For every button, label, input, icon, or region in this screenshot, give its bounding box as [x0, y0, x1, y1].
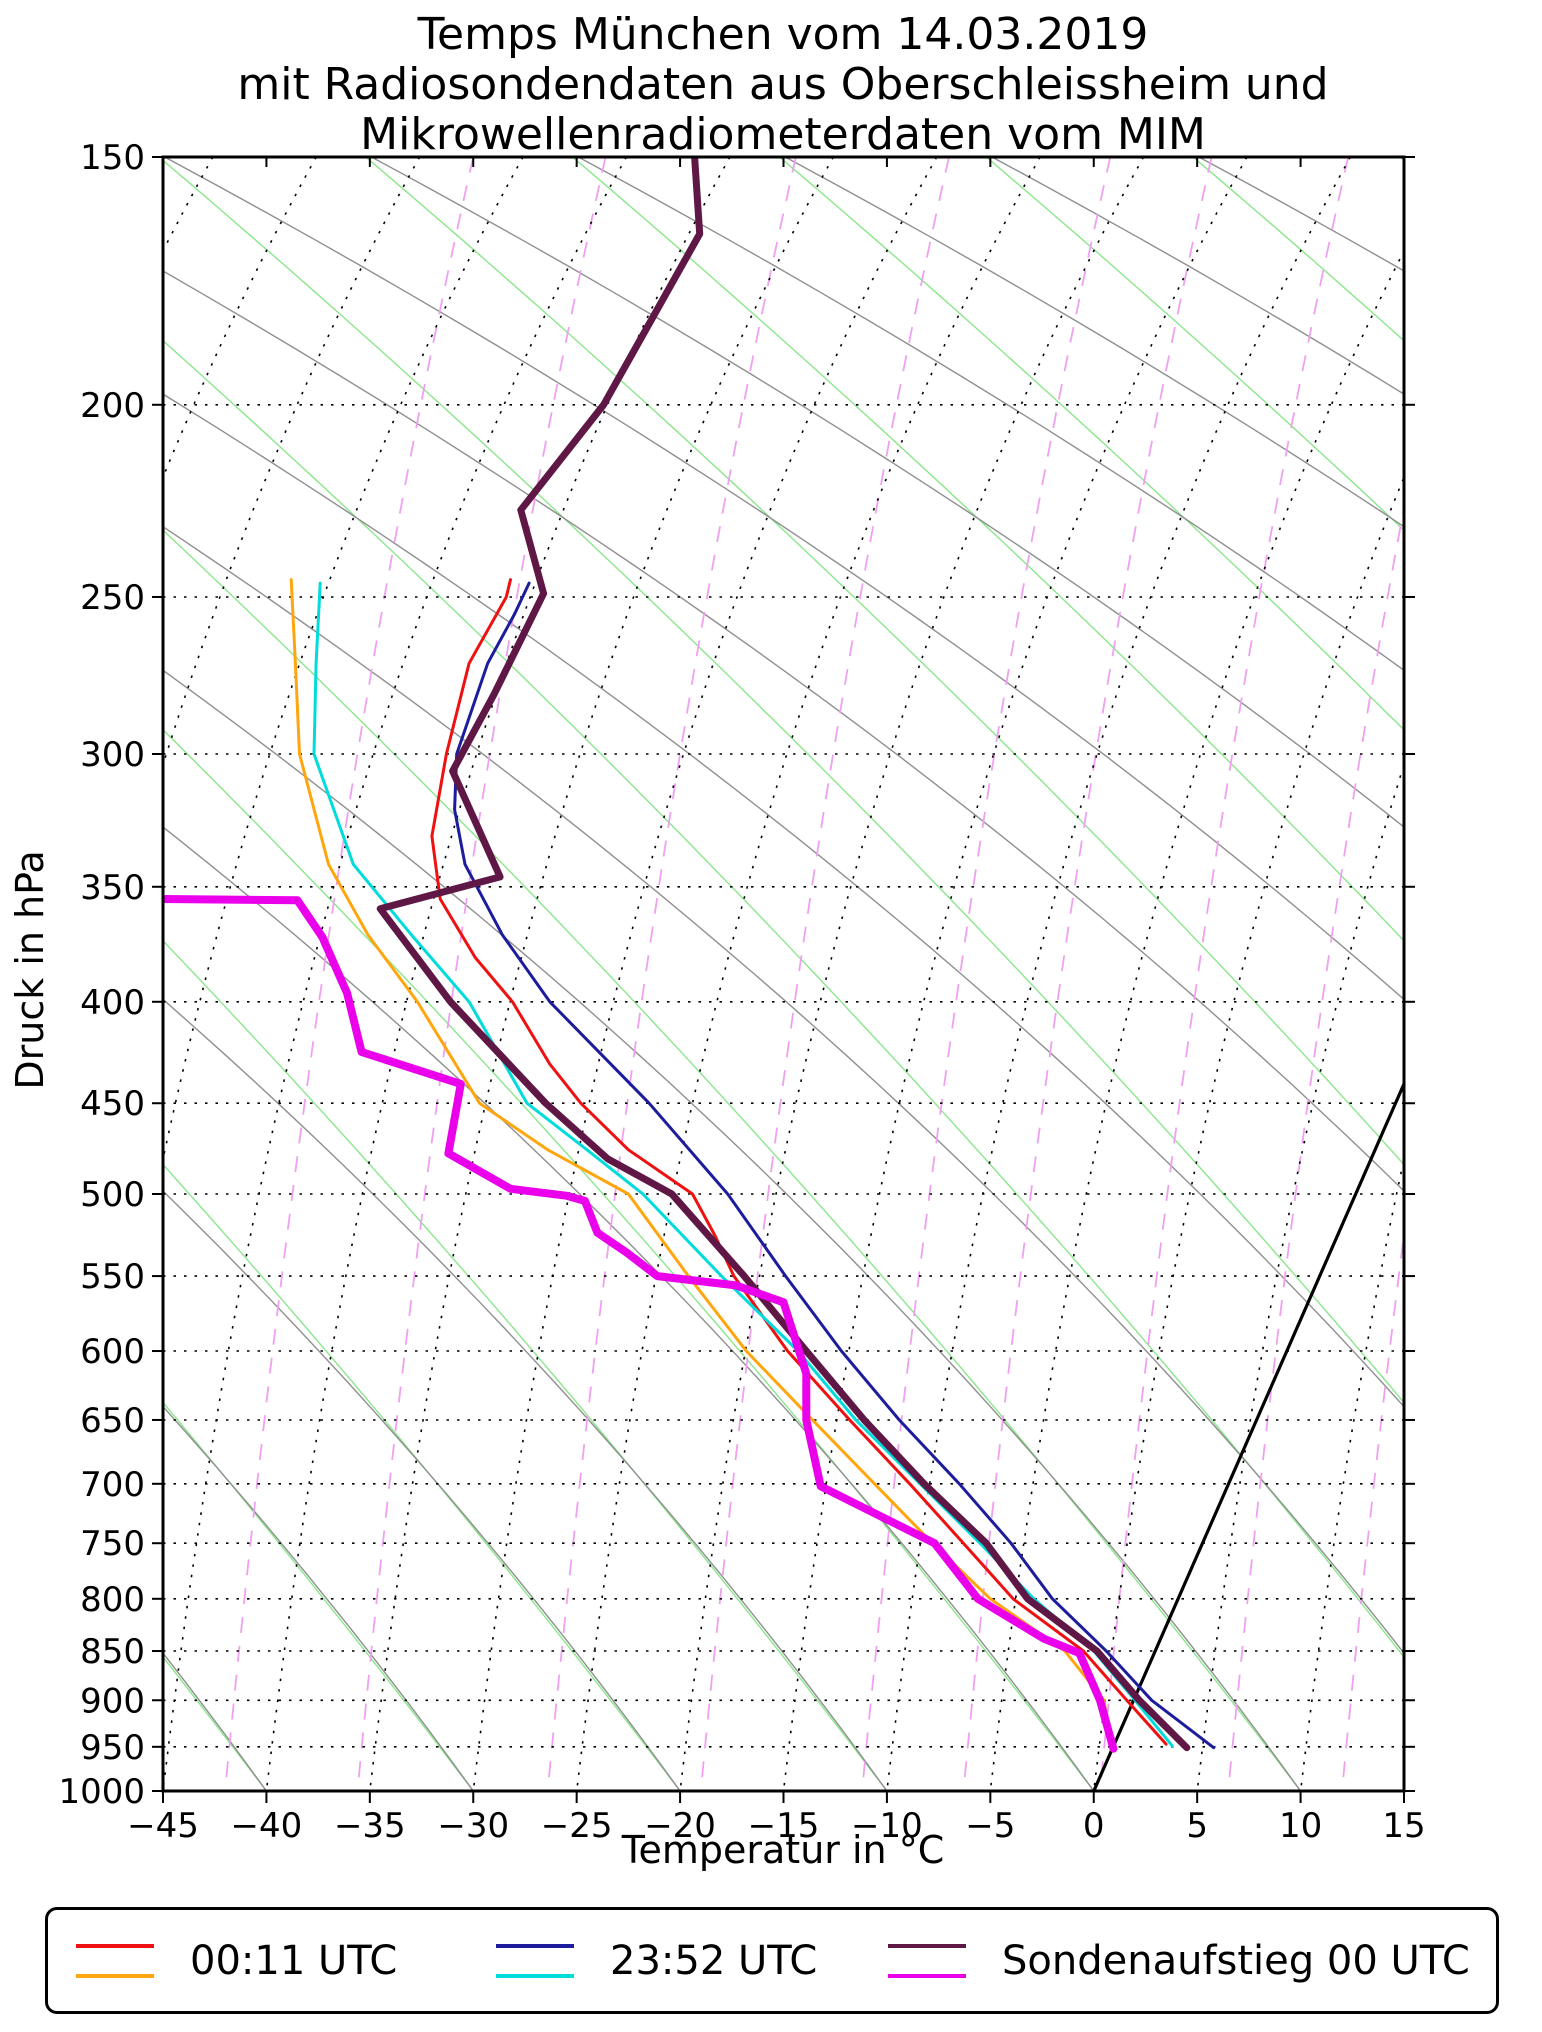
legend-line-dew-0011 [76, 1973, 154, 1978]
x-tick-label: 15 [1382, 1806, 1425, 1846]
zero-isotherm-line [1092, 1083, 1404, 1791]
pressure-gridlines [163, 404, 1404, 1748]
legend-line-temp-0011 [76, 1943, 154, 1948]
legend-entry-sonde: Sondenaufstieg 00 UTC [888, 1910, 1470, 2011]
x-tick-label: −15 [748, 1806, 820, 1846]
y-tick-label: 700 [80, 1465, 145, 1505]
series-00-11-utc-temperatur [430, 578, 1168, 1746]
x-tick-label: −30 [437, 1806, 509, 1846]
y-tick-label: 200 [80, 386, 145, 426]
x-tick-label: −5 [965, 1806, 1015, 1846]
legend-swatch-2352utc [496, 1943, 574, 1978]
y-tick-label: 750 [80, 1524, 145, 1564]
chart-title-line1: Temps München vom 14.03.2019 [417, 9, 1149, 60]
y-tick-label: 450 [80, 1084, 145, 1124]
x-tick-label: 10 [1279, 1806, 1322, 1846]
y-tick-label: 350 [80, 868, 145, 908]
axes-frame [161, 155, 1406, 1793]
legend-label-0011utc: 00:11 UTC [190, 1937, 398, 1984]
y-axis-label: Druck in hPa [8, 850, 52, 1090]
legend: 00:11 UTC 23:52 UTC Sondenaufstieg 00 UT… [45, 1907, 1499, 2014]
y-tick-label: 950 [80, 1728, 145, 1768]
legend-line-temp-sonde [888, 1943, 966, 1948]
x-tick-label: −20 [644, 1806, 716, 1846]
axis-ticks [152, 156, 1415, 1803]
legend-label-2352utc: 23:52 UTC [610, 1937, 818, 1984]
dry-adiabats [163, 157, 1404, 1791]
chart-title-line2: mit Radiosondendaten aus Oberschleisshei… [237, 59, 1329, 110]
y-tick-label: 850 [80, 1632, 145, 1672]
legend-label-sonde: Sondenaufstieg 00 UTC [1002, 1937, 1470, 1984]
legend-line-temp-2352 [496, 1943, 574, 1948]
y-tick-label: 150 [80, 138, 145, 178]
legend-swatch-0011utc [76, 1943, 154, 1978]
series-sondenaufstieg-00-utc-temperatur [376, 157, 1191, 1752]
mixing-ratio-lines [224, 157, 1404, 1791]
series-00-11-utc-taupunkt [289, 578, 1112, 1747]
x-tick-label: −10 [851, 1806, 923, 1846]
y-tick-label: 1000 [58, 1772, 145, 1812]
series-sondenaufstieg-00-utc-taupunkt [163, 895, 1118, 1753]
series-23-52-utc-temperatur [453, 581, 1216, 1750]
y-tick-label: 300 [80, 735, 145, 775]
tick-labels: −45 −40 −35 −30 −25 −20 −15 −10 −5 0 5 10 15 150 200 25… [58, 138, 1425, 1846]
y-tick-label: 400 [80, 983, 145, 1023]
y-tick-label: 800 [80, 1580, 145, 1620]
legend-entry-2352utc: 23:52 UTC [496, 1910, 817, 2011]
y-tick-label: 900 [80, 1681, 145, 1721]
chart-title: Temps München vom 14.03.2019 mit Radioso… [12, 10, 1542, 160]
x-tick-label: −35 [334, 1806, 406, 1846]
series-23-52-utc-taupunkt [312, 581, 1174, 1748]
y-tick-label: 250 [80, 578, 145, 618]
y-tick-label: 550 [80, 1257, 145, 1297]
legend-swatch-sonde [888, 1943, 966, 1978]
legend-line-dew-2352 [496, 1973, 574, 1978]
x-tick-label: −45 [127, 1806, 199, 1846]
chart-title-line3: Mikrowellenradiometerdaten vom MIM [360, 109, 1206, 160]
y-tick-label: 500 [80, 1175, 145, 1215]
legend-entry-0011utc: 00:11 UTC [76, 1910, 397, 2011]
x-axis-label: Temperatur in °C [621, 1828, 945, 1872]
legend-line-dew-sonde [888, 1973, 966, 1978]
x-tick-label: 5 [1186, 1806, 1208, 1846]
x-tick-label: −40 [231, 1806, 303, 1846]
x-tick-label: 0 [1083, 1806, 1105, 1846]
x-tick-label: −25 [541, 1806, 613, 1846]
y-tick-label: 650 [80, 1401, 145, 1441]
y-tick-label: 600 [80, 1332, 145, 1372]
